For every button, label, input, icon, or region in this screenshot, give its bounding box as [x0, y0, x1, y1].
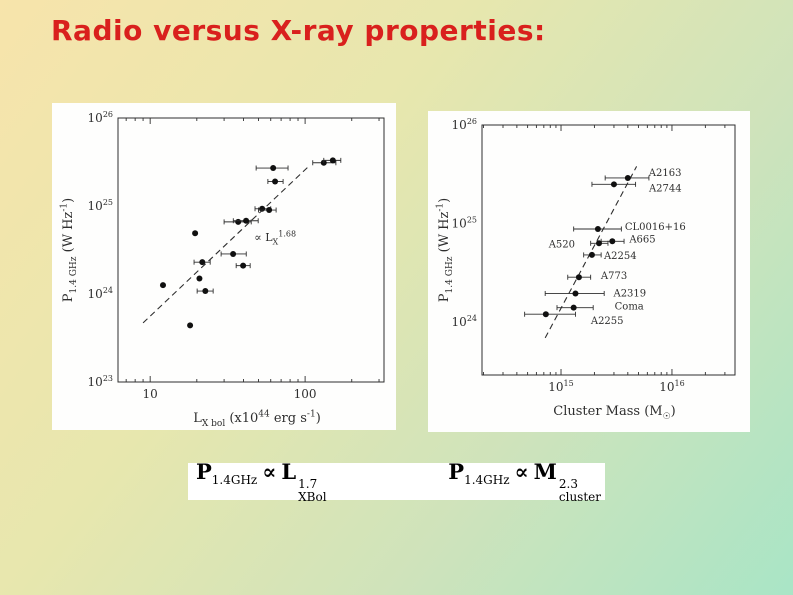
fit-line [544, 166, 638, 339]
formula-mass: P1.4GHz ∝ M 2.3 cluster [448, 459, 601, 503]
data-point [266, 207, 273, 214]
y-tick-label: 1026 [452, 117, 477, 132]
radio-vs-mass-chart: 1015 1016 1024 1025 1026 Cluster Mass (M☉) P1.… [428, 111, 750, 432]
formula-supsub: 1.7 XBol [298, 478, 326, 503]
y-axis-label: P1.4 GHz (W Hz-1) [436, 198, 455, 302]
radio-vs-xray-chart: 10 100 1023 1024 1025 1026 LX bol (x1044 erg s… [52, 103, 396, 430]
data-point [588, 251, 595, 258]
y-axis-label: P1.4 GHz (W Hz-1) [60, 198, 79, 302]
xray-chart-panel: 10 100 1023 1024 1025 1026 LX bol (x1044 erg s… [52, 103, 396, 430]
data-point [187, 322, 194, 329]
point-label: Coma [615, 302, 644, 313]
data-point [572, 290, 579, 297]
formula-symbol: P [448, 459, 465, 485]
formula-strip: P1.4GHz ∝ L 1.7 XBol P1.4GHz ∝ M 2.3 cluster [188, 459, 605, 503]
data-point [259, 205, 266, 212]
point-label: A2319 [612, 288, 646, 299]
axis-ticks [483, 125, 726, 375]
point-label: A520 [548, 239, 575, 250]
formula-symbol: P [196, 459, 212, 485]
data-point [159, 282, 166, 289]
proportional-symbol: ∝ [262, 459, 277, 485]
data-point [230, 250, 237, 257]
formula-exponent: 2.3 [558, 477, 578, 492]
formula-xray: P1.4GHz ∝ L 1.7 XBol [196, 459, 327, 503]
y-tick-label: 1025 [88, 198, 113, 213]
y-tick-label: 1026 [88, 110, 113, 125]
x-tick-label: 100 [294, 387, 317, 401]
data-point [192, 230, 199, 237]
x-tick-label: 1015 [548, 379, 573, 394]
data-point [575, 274, 582, 281]
point-label: A2744 [648, 183, 682, 194]
data-point [609, 238, 616, 245]
point-label: A2163 [648, 168, 682, 179]
point-label: A2255 [590, 316, 624, 327]
formula-symbol-sub: 1.4GHz [211, 473, 258, 488]
data-point [596, 240, 603, 247]
formula-supsub: 2.3 cluster [559, 478, 601, 503]
data-point [240, 262, 247, 269]
mass-chart-panel: 1015 1016 1024 1025 1026 Cluster Mass (M☉) P1.… [428, 111, 750, 432]
y-tick-label: 1024 [88, 286, 113, 301]
formula-variable: L [281, 459, 297, 485]
data-point [270, 165, 277, 172]
radio-vs-xray-svg: 10 100 1023 1024 1025 1026 LX bol (x1044 erg s… [60, 110, 385, 429]
page-title: Radio versus X-ray properties: [51, 14, 546, 47]
formula-symbol-sub: 1.4GHz [464, 473, 510, 488]
point-label: A2254 [603, 251, 637, 262]
x-axis-label: LX bol (x1044 erg s-1) [193, 410, 321, 429]
data-points [159, 157, 342, 329]
data-point [610, 181, 617, 188]
radio-vs-mass-svg: 1015 1016 1024 1025 1026 Cluster Mass (M☉) P1.… [436, 117, 736, 422]
point-label: A773 [600, 271, 627, 282]
formula-subscript: cluster [558, 490, 601, 504]
data-point [196, 275, 203, 282]
data-point [199, 259, 206, 266]
proportional-symbol: ∝ [514, 459, 529, 485]
y-tick-label: 1025 [452, 216, 477, 231]
formula-variable: M [533, 459, 557, 485]
point-label: A665 [628, 234, 655, 245]
data-point [624, 174, 631, 181]
x-tick-label: 1016 [659, 379, 684, 394]
data-point [594, 225, 601, 232]
y-tick-label: 1023 [88, 374, 113, 389]
data-point [243, 217, 250, 224]
data-point [235, 218, 242, 225]
axis-ticks [125, 118, 380, 382]
data-point [542, 311, 549, 318]
x-axis-label: Cluster Mass (M☉) [553, 404, 676, 422]
y-tick-label: 1024 [452, 314, 477, 329]
slope-annotation: ∝ LX1.68 [254, 229, 296, 246]
data-point [570, 304, 577, 311]
data-point [272, 178, 279, 185]
x-tick-label: 10 [143, 387, 158, 401]
formula-subscript: XBol [298, 490, 327, 504]
formula-exponent: 1.7 [298, 477, 318, 492]
data-point [202, 288, 209, 295]
data-point [329, 157, 336, 164]
point-label: CL0016+16 [625, 222, 686, 233]
fit-line [142, 166, 309, 324]
